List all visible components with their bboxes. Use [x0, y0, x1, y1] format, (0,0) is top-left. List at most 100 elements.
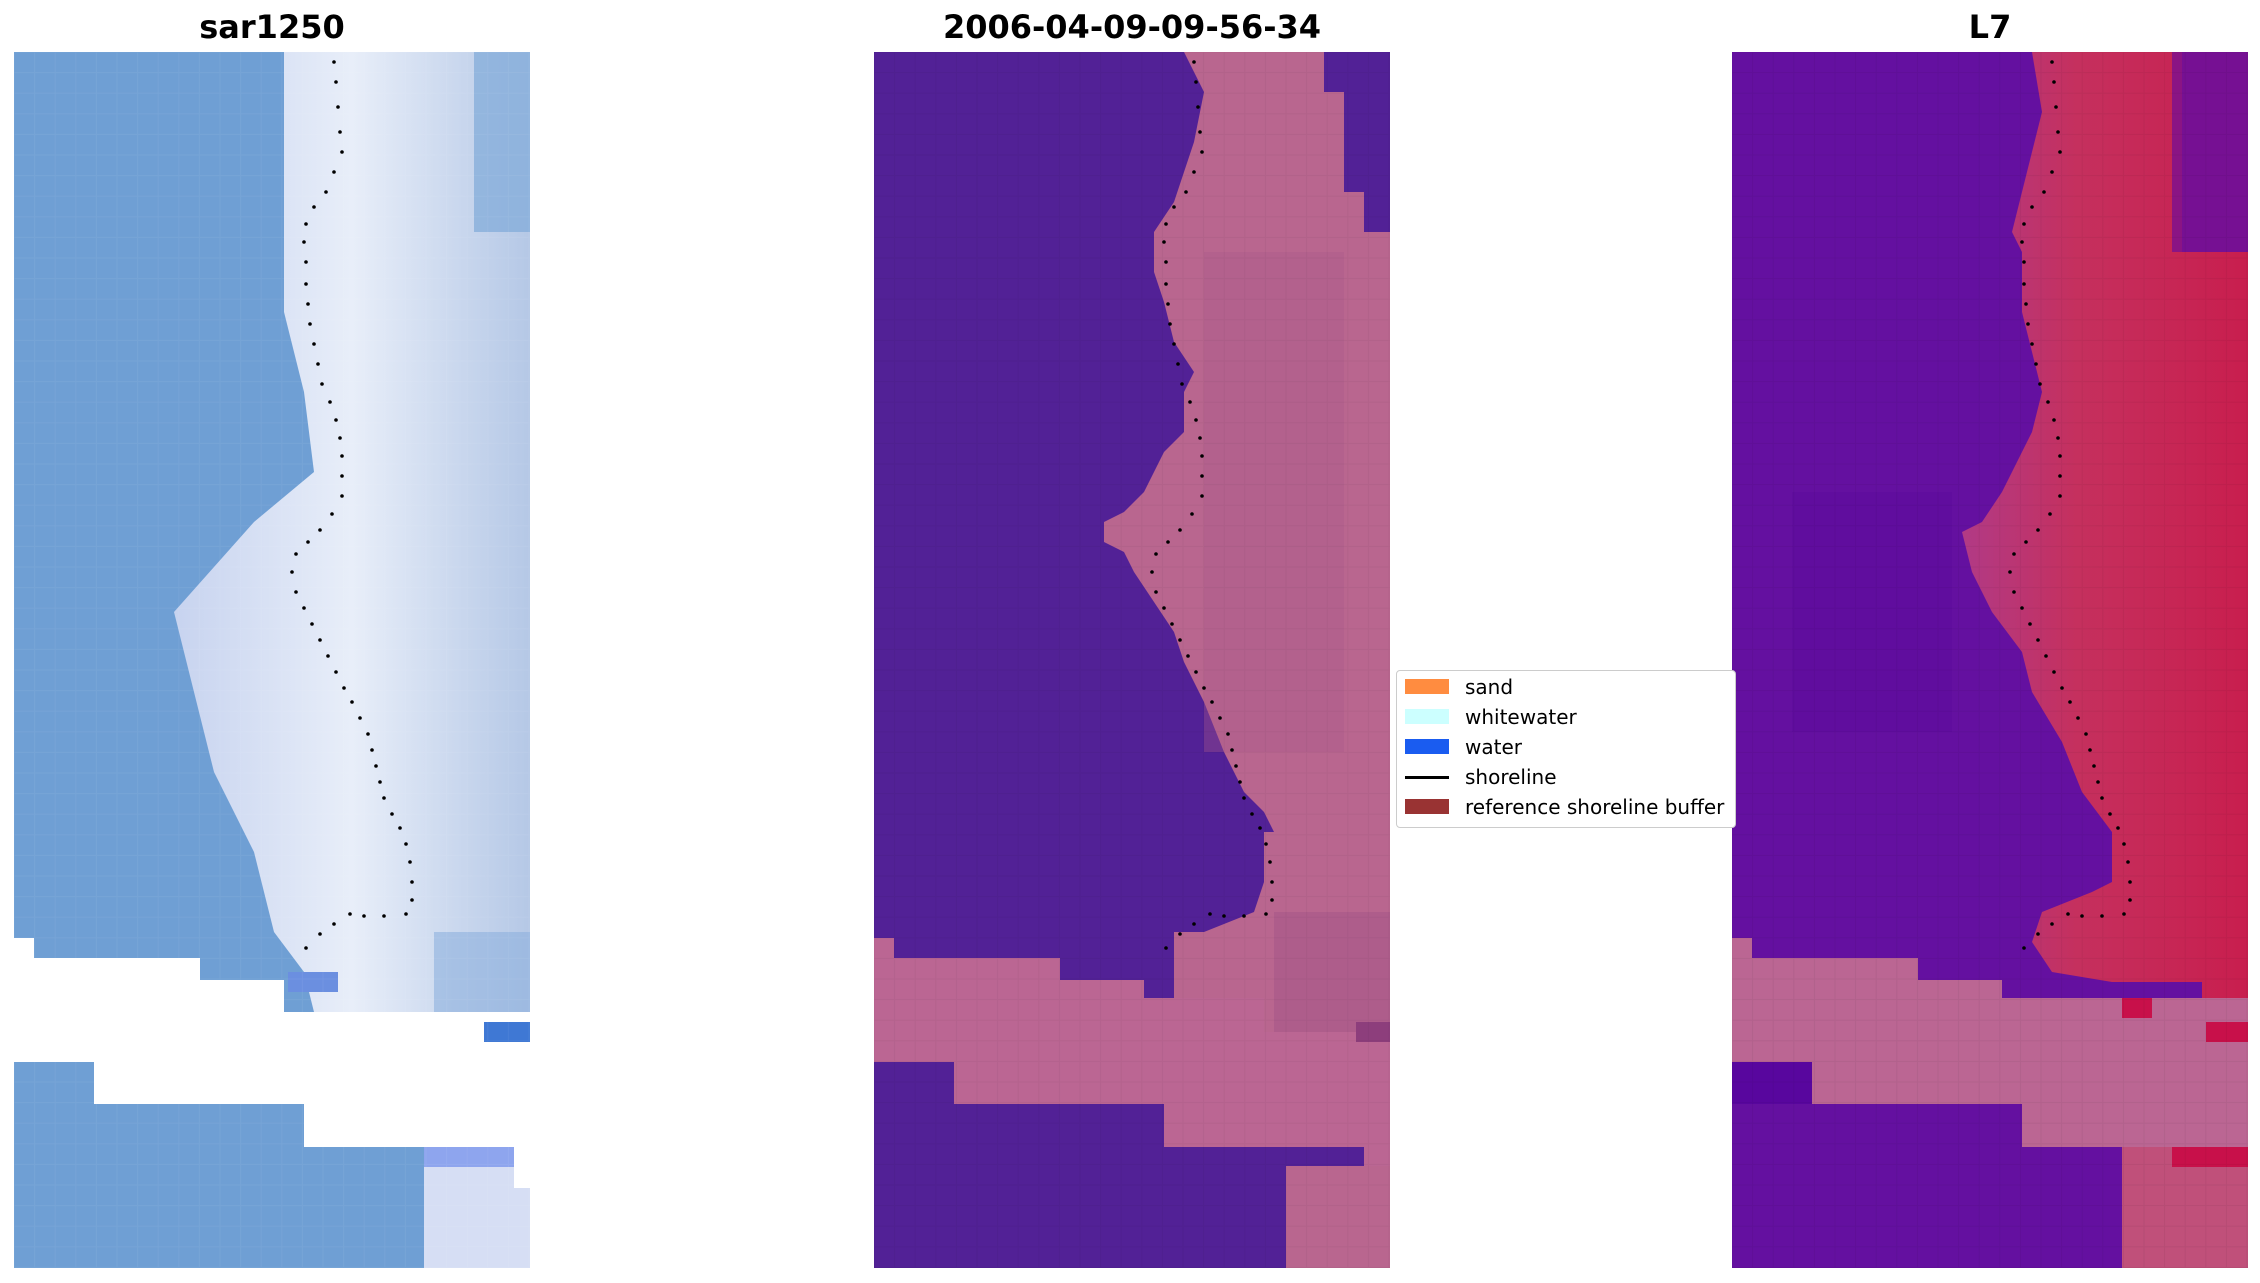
rgb-image: [14, 52, 530, 1268]
legend-label-whitewater: whitewater: [1465, 705, 1577, 729]
shoreline-dot: [1200, 494, 1204, 498]
shoreline-dot: [330, 512, 334, 516]
shoreline-dot: [378, 780, 382, 784]
shoreline-dot: [1164, 222, 1168, 226]
shoreline-line-swatch: [1405, 776, 1449, 779]
shoreline-dot: [1200, 474, 1204, 478]
shoreline-dot: [2052, 670, 2056, 674]
shoreline-dot: [1230, 748, 1234, 752]
shoreline-dot: [1202, 686, 1206, 690]
shoreline-dot: [2060, 686, 2064, 690]
shoreline-dot: [2024, 540, 2028, 544]
shoreline-dot: [398, 826, 402, 830]
shoreline-dot: [2058, 494, 2062, 498]
legend-item-whitewater: whitewater: [1405, 703, 1735, 731]
shoreline-dot: [2100, 796, 2104, 800]
shoreline-dot: [334, 418, 338, 422]
shoreline-dots: [290, 60, 414, 950]
shoreline-dot: [410, 898, 414, 902]
shoreline-dot: [1184, 190, 1188, 194]
shoreline-dot: [2052, 80, 2056, 84]
shoreline-dot: [1194, 418, 1198, 422]
shoreline-dot: [310, 622, 314, 626]
shoreline-dot: [1168, 322, 1172, 326]
shoreline-dot: [320, 382, 324, 386]
shoreline-dot: [2056, 130, 2060, 134]
shoreline-dot: [340, 454, 344, 458]
shoreline-dot: [1150, 570, 1154, 574]
shoreline-dot: [340, 150, 344, 154]
whitewater-swatch: [1405, 709, 1449, 724]
shoreline-dot: [1154, 590, 1158, 594]
shoreline-dot: [2050, 170, 2054, 174]
shoreline-dot: [1180, 382, 1184, 386]
shoreline-dot: [308, 322, 312, 326]
shoreline-dot: [358, 716, 362, 720]
shoreline-dots: [1150, 60, 1274, 950]
shoreline-dot: [374, 764, 378, 768]
shoreline-dot: [408, 860, 412, 864]
shoreline-dot: [312, 342, 316, 346]
rgb-image-panel: [14, 52, 530, 1268]
panel-title-classified: 2006-04-09-09-56-34: [942, 8, 1322, 46]
shoreline-dot: [2122, 842, 2126, 846]
shoreline-dot: [318, 528, 322, 532]
buffer-swatch: [1405, 799, 1449, 814]
shoreline-dot: [1198, 436, 1202, 440]
legend-label-buffer: reference shoreline buffer: [1465, 795, 1725, 819]
shoreline-dot: [324, 190, 328, 194]
shoreline-dot: [2012, 590, 2016, 594]
shoreline-dot: [1198, 130, 1202, 134]
shoreline-dot: [2020, 606, 2024, 610]
shoreline-dot: [2008, 570, 2012, 574]
shoreline-dot: [304, 222, 308, 226]
shoreline-dot: [2116, 826, 2120, 830]
shoreline-dot: [2036, 638, 2040, 642]
shoreline-dot: [1264, 912, 1268, 916]
shoreline-dot: [2076, 716, 2080, 720]
shoreline-dot: [2022, 222, 2026, 226]
shoreline-dot: [2046, 400, 2050, 404]
legend-label-shoreline: shoreline: [1465, 765, 1557, 789]
shoreline-dot: [2050, 60, 2054, 64]
shoreline-dot: [2088, 748, 2092, 752]
water-swatch: [1405, 739, 1449, 754]
shoreline-dot: [334, 80, 338, 84]
shoreline-dot: [2012, 552, 2016, 556]
shoreline-dot: [1172, 205, 1176, 209]
shoreline-dot: [2022, 946, 2026, 950]
sand-swatch: [1405, 679, 1449, 694]
shoreline-dot: [1192, 922, 1196, 926]
shoreline-dot: [1264, 842, 1268, 846]
classified-image-panel: [874, 52, 1390, 1268]
shoreline-dot: [294, 590, 298, 594]
shoreline-dot: [340, 494, 344, 498]
shoreline-dot: [1170, 622, 1174, 626]
shoreline-dot: [1166, 302, 1170, 306]
shoreline-dot: [2026, 322, 2030, 326]
shoreline-dot: [2126, 860, 2130, 864]
shoreline-dot: [1234, 764, 1238, 768]
legend-item-water: water: [1405, 733, 1735, 761]
shoreline-dot: [404, 912, 408, 916]
shoreline-dot: [1200, 150, 1204, 154]
shoreline-dot: [338, 436, 342, 440]
shoreline-dot: [294, 552, 298, 556]
shoreline-dot: [1164, 260, 1168, 264]
shoreline-dot: [2052, 418, 2056, 422]
shoreline-dot: [2058, 474, 2062, 478]
shoreline-dot: [1196, 105, 1200, 109]
shoreline-dot: [2108, 812, 2112, 816]
shoreline-dot: [366, 732, 370, 736]
shoreline-dot: [2080, 914, 2084, 918]
shoreline-dot: [316, 362, 320, 366]
shoreline-dot: [304, 946, 308, 950]
shoreline-dot: [1226, 732, 1230, 736]
shoreline-dot: [2028, 622, 2032, 626]
shoreline-dot: [1164, 946, 1168, 950]
shoreline-dot: [1162, 606, 1166, 610]
shoreline-dot: [2128, 880, 2132, 884]
shoreline-dot: [336, 105, 340, 109]
shoreline-dot: [302, 606, 306, 610]
shoreline-dot: [2066, 912, 2070, 916]
